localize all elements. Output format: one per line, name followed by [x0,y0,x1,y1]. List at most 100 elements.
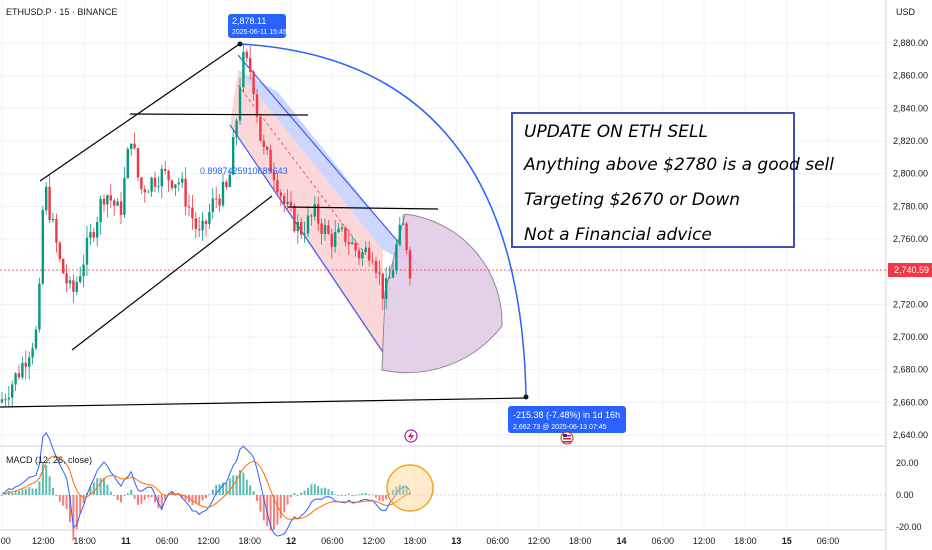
macd-histogram-bar [113,495,116,496]
candle-body [334,232,337,247]
candle-body [123,178,126,215]
candle-body [153,177,157,187]
candle-body [55,218,58,243]
candle-body [374,260,378,273]
macd-histogram-bar [48,476,51,495]
price-tick-label: 2,880.00 [893,38,928,48]
fan-shape [381,213,503,374]
lightning-icon[interactable] [404,429,418,443]
candle-body [269,149,272,172]
candle-body [385,278,388,299]
macd-histogram-bar [69,495,71,523]
candle-body [58,242,61,259]
macd-histogram-bar [109,491,112,495]
candle-body [201,220,204,231]
candle-body [347,242,350,245]
price-tick-label: 2,860.00 [893,71,928,81]
macd-histogram-bar [405,486,408,495]
note-line-1: UPDATE ON ETH SELL [524,122,708,142]
candle-body [252,71,255,95]
candle-body [48,186,51,221]
macd-histogram-bar [341,495,343,496]
candle-body [259,116,262,141]
candle-body [242,51,245,88]
macd-histogram-bar [130,489,133,495]
macd-tick-label: -20.00 [896,522,922,532]
candle-body [364,247,367,253]
macd-histogram-bar [334,494,337,496]
candle-body [272,171,276,181]
macd-pane[interactable] [0,445,886,530]
candle-body [99,198,102,222]
macd-signal-line [1,455,411,520]
time-tick-label: 13 [451,536,461,546]
candle-body [300,222,303,235]
macd-histogram-bar [290,495,292,498]
candle-body [398,224,401,245]
macd-histogram-bar [177,494,180,496]
macd-histogram-bar [79,495,82,514]
macd-histogram-bar [150,495,153,498]
fib-label: 0.8987425910689643 [200,166,288,176]
candle-body [65,273,68,284]
macd-histogram-bar [58,495,61,502]
price-tick-label: 2,700.00 [893,332,928,342]
candle-body [313,204,316,217]
candles [0,44,412,408]
candle-body [143,189,146,193]
time-tick-label: 12:00 [32,536,55,546]
symbol-title: ETHUSD.P · 15 · BINANCE [6,7,117,17]
candle-body [126,149,129,179]
macd-histogram-bar [164,495,167,501]
candle-body [245,51,248,59]
macd-histogram-bar [52,487,54,495]
candle-body [391,270,395,278]
candle-body [181,178,184,183]
macd-histogram-bar [262,495,265,521]
time-tick-label: 06:00 [817,536,840,546]
macd-histogram-bar [252,491,255,495]
channel-upper-line [237,54,419,266]
candle-body [310,215,313,217]
macd-histogram-bar [293,493,296,495]
candle-body [238,87,242,121]
macd-axis: 20.00 0.00 -20.00 [896,458,922,532]
candle-body [184,178,187,207]
last-price-tag [888,263,932,277]
macd-histogram-bar [82,495,85,504]
macd-histogram-bar [174,495,177,496]
candle-body [388,277,391,279]
time-tick-label: 11 [121,536,131,546]
macd-histogram-bar [38,481,41,495]
candle-body [208,212,211,225]
support-line [0,397,527,408]
macd-histogram-bar [137,495,139,505]
time-tick-label: 18:00 [239,536,262,546]
candle-body [45,186,48,211]
time-tick-label: 06:00 [156,536,179,546]
target-callout-change: -215.38 (-7.48%) in 1d 16h [513,410,620,420]
high-callout-time: 2025-06-11 15:45 [232,29,287,36]
candle-body [170,180,174,189]
candle-body [381,273,384,299]
candle-body [160,168,163,187]
time-tick-label: 18:00 [73,536,96,546]
macd-histogram-bar [35,488,37,495]
candle-body [31,348,34,358]
price-tick-label: 2,840.00 [893,103,928,113]
note-line-2: Anything above $2780 is a good sell [523,155,834,175]
macd-histogram-bar [92,482,95,495]
macd-histogram-bar [385,495,388,500]
candle-body [204,220,208,225]
candle-body [405,223,408,251]
us-flag-icon[interactable] [560,431,574,445]
candle-body [24,362,27,367]
macd-histogram-bar [273,495,275,530]
macd-histogram-bar [116,495,119,501]
candle-body [14,373,17,385]
macd-histogram-bar [300,492,303,495]
macd-histogram-bar [388,493,391,495]
macd-histogram-bar [381,495,384,502]
candle-body [68,280,72,284]
